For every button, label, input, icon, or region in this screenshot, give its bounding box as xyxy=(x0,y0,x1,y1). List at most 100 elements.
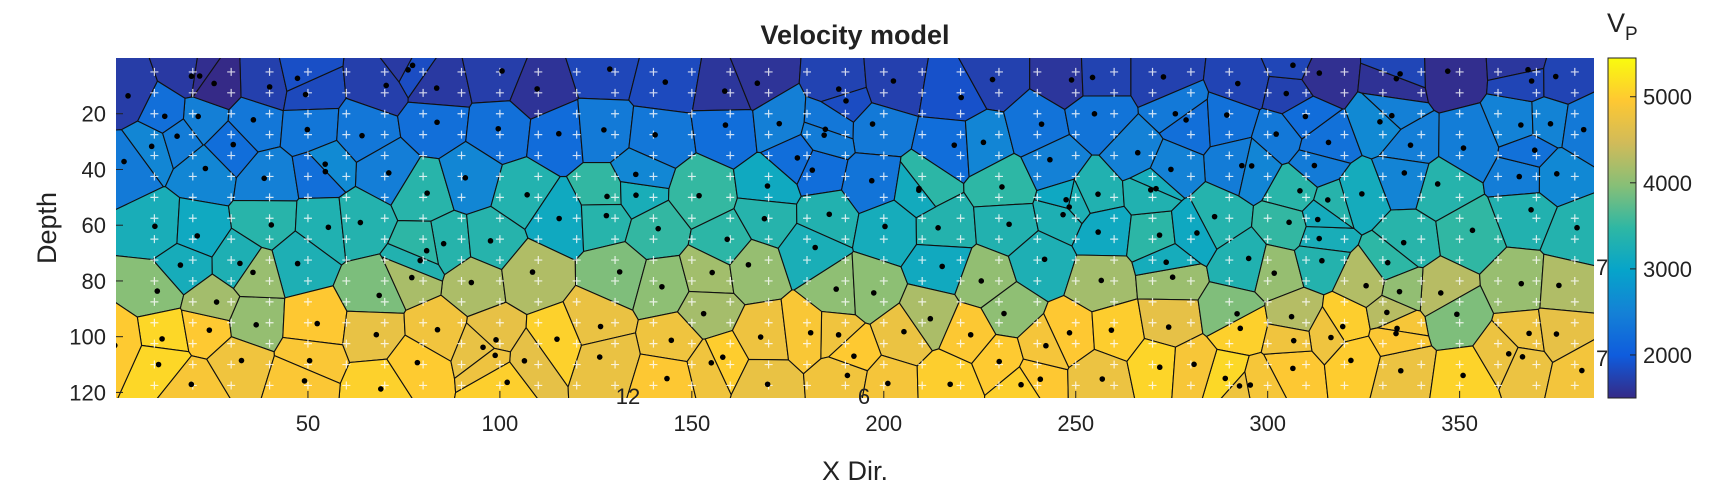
grid-marker xyxy=(1302,256,1311,265)
grid-marker xyxy=(994,297,1003,306)
grid-marker xyxy=(1302,88,1311,97)
grid-marker xyxy=(1148,214,1157,223)
grid-marker xyxy=(1455,193,1464,202)
grid-marker xyxy=(1263,360,1272,369)
sample-point xyxy=(417,257,423,264)
grid-marker xyxy=(1033,318,1042,327)
grid-marker xyxy=(687,172,696,181)
grid-marker xyxy=(918,235,927,244)
grid-marker xyxy=(1340,214,1349,223)
sample-point xyxy=(1444,68,1451,74)
sample-point xyxy=(844,372,851,379)
grid-marker xyxy=(611,276,620,285)
grid-marker xyxy=(1033,381,1042,390)
sample-point xyxy=(161,113,168,120)
sample-point xyxy=(901,328,907,335)
grid-marker xyxy=(1494,172,1503,181)
grid-marker xyxy=(1148,235,1157,244)
grid-marker xyxy=(495,381,504,390)
grid-marker xyxy=(1340,276,1349,285)
voronoi-cell xyxy=(938,300,997,365)
sample-point xyxy=(373,331,380,338)
grid-marker xyxy=(150,109,159,118)
grid-marker xyxy=(956,130,965,139)
grid-marker xyxy=(1263,235,1272,244)
grid-marker xyxy=(1263,214,1272,223)
grid-marker xyxy=(1340,360,1349,369)
sample-point xyxy=(1394,325,1400,332)
grid-marker xyxy=(534,214,543,223)
grid-marker xyxy=(649,360,658,369)
grid-marker xyxy=(1417,339,1426,348)
grid-marker xyxy=(380,276,389,285)
grid-marker xyxy=(188,130,197,139)
sample-point xyxy=(1288,313,1295,320)
sample-point xyxy=(1271,270,1278,276)
grid-marker xyxy=(1532,235,1541,244)
grid-marker xyxy=(994,130,1003,139)
grid-marker xyxy=(764,276,773,285)
grid-marker xyxy=(611,88,620,97)
grid-marker xyxy=(457,235,466,244)
x-tick-label: 200 xyxy=(865,411,902,436)
sample-point xyxy=(211,80,217,87)
grid-marker xyxy=(265,297,274,306)
grid-marker xyxy=(1570,130,1579,139)
grid-marker xyxy=(611,235,620,244)
sample-point xyxy=(304,126,311,133)
grid-marker xyxy=(572,297,581,306)
grid-marker xyxy=(1494,360,1503,369)
grid-marker xyxy=(303,297,312,306)
sample-point xyxy=(492,352,498,359)
grid-marker xyxy=(726,214,735,223)
sample-point xyxy=(202,165,209,172)
grid-marker xyxy=(572,193,581,202)
grid-marker xyxy=(303,339,312,348)
grid-marker xyxy=(687,297,696,306)
grid-marker xyxy=(303,109,312,118)
grid-marker xyxy=(1225,172,1234,181)
grid-marker xyxy=(227,276,236,285)
grid-marker xyxy=(611,297,620,306)
grid-marker xyxy=(572,109,581,118)
sample-point xyxy=(155,361,162,368)
sample-point xyxy=(195,113,202,120)
grid-marker xyxy=(1378,318,1387,327)
grid-marker xyxy=(303,214,312,223)
sample-point xyxy=(1156,232,1163,238)
sample-point xyxy=(1324,197,1331,203)
sample-point xyxy=(655,225,662,232)
grid-marker xyxy=(534,109,543,118)
grid-marker xyxy=(1225,318,1234,327)
sample-point xyxy=(206,327,213,333)
voronoi-cell xyxy=(179,273,241,322)
grid-marker xyxy=(611,193,620,202)
grid-marker xyxy=(994,339,1003,348)
grid-marker xyxy=(1455,88,1464,97)
sample-point xyxy=(495,125,502,132)
grid-marker xyxy=(380,235,389,244)
sample-point xyxy=(294,75,301,82)
grid-marker xyxy=(1417,193,1426,202)
sample-point xyxy=(1518,122,1524,128)
sample-point xyxy=(322,168,329,175)
grid-marker xyxy=(918,297,927,306)
grid-marker xyxy=(1110,88,1119,97)
grid-marker xyxy=(803,360,812,369)
sample-point xyxy=(616,269,623,275)
grid-marker xyxy=(534,381,543,390)
grid-marker xyxy=(188,214,197,223)
sample-point xyxy=(1134,149,1141,156)
grid-marker xyxy=(419,172,428,181)
grid-marker xyxy=(726,381,735,390)
grid-marker xyxy=(841,360,850,369)
grid-marker xyxy=(841,318,850,327)
grid-marker xyxy=(1570,193,1579,202)
sample-point xyxy=(632,171,639,178)
grid-marker xyxy=(419,339,428,348)
y-axis-label: Depth xyxy=(32,192,62,264)
grid-marker xyxy=(1570,172,1579,181)
sample-point xyxy=(1234,80,1241,87)
grid-marker xyxy=(342,151,351,160)
